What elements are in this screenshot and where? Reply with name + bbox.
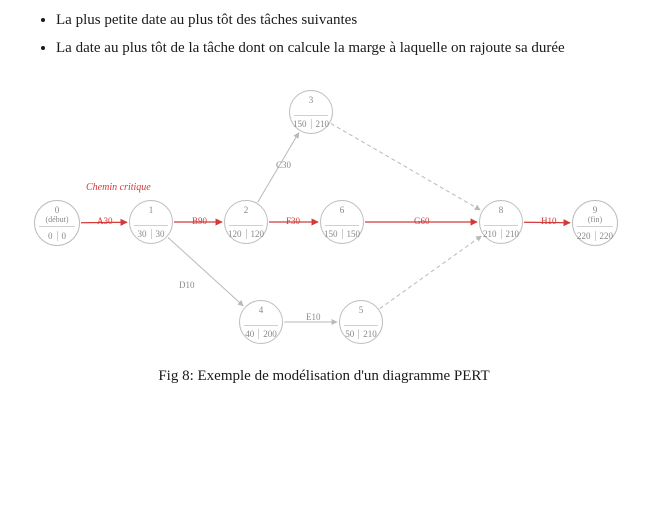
pert-node-es: 50	[345, 329, 354, 339]
pert-node-sep	[57, 231, 58, 241]
pert-node-lf: 120	[251, 229, 265, 239]
pert-node-sep	[342, 229, 343, 239]
bullet-item: La plus petite date au plus tôt des tâch…	[56, 10, 624, 32]
pert-edge-label: G60	[414, 216, 430, 226]
pert-node-id: 1	[130, 205, 172, 215]
pert-node-es: 150	[293, 119, 307, 129]
pert-node-values: 120 120	[225, 229, 267, 239]
pert-node-lf: 0	[62, 231, 67, 241]
pert-node: 2 120 120	[224, 200, 268, 244]
pert-node-sub: (fin)	[573, 215, 617, 224]
pert-edge-label: F30	[286, 216, 300, 226]
pert-node: 1 30 30	[129, 200, 173, 244]
pert-node-es: 150	[324, 229, 338, 239]
pert-node-sep	[258, 329, 259, 339]
pert-node-values: 50 210	[340, 329, 382, 339]
pert-node-divider	[484, 225, 518, 226]
pert-node-values: 00	[35, 231, 79, 241]
pert-node-sep	[151, 229, 152, 239]
pert-node-values: 210 210	[480, 229, 522, 239]
pert-node-lf: 220	[600, 231, 614, 241]
bullet-list: La plus petite date au plus tôt des tâch…	[24, 10, 624, 60]
pert-node-id: 5	[340, 305, 382, 315]
pert-edge-label: A30	[97, 216, 113, 226]
pert-node-lf: 210	[506, 229, 520, 239]
pert-node-divider	[229, 225, 263, 226]
pert-node-sep	[246, 229, 247, 239]
pert-node-id: 8	[480, 205, 522, 215]
pert-node-lf: 200	[263, 329, 277, 339]
pert-node-values: 150 150	[321, 229, 363, 239]
pert-node-divider	[244, 325, 278, 326]
pert-node-es: 210	[483, 229, 497, 239]
pert-edge-label: H10	[541, 216, 557, 226]
pert-node-sep	[501, 229, 502, 239]
pert-node-values: 30 30	[130, 229, 172, 239]
pert-node-es: 120	[228, 229, 242, 239]
pert-node-id: 3	[290, 95, 332, 105]
pert-edge	[380, 235, 482, 308]
pert-node-lf: 150	[347, 229, 361, 239]
bullet-item: La date au plus tôt de la tâche dont on …	[56, 38, 624, 60]
pert-node: 3 150 210	[289, 90, 333, 134]
pert-node: 4 40 200	[239, 300, 283, 344]
pert-node-es: 220	[577, 231, 591, 241]
pert-node-values: 220 220	[573, 231, 617, 241]
pert-node-id: 0	[35, 205, 79, 215]
pert-node-lf: 210	[363, 329, 377, 339]
pert-edge-label: C30	[276, 160, 291, 170]
pert-node-es: 0	[48, 231, 53, 241]
pert-node-id: 9	[573, 205, 617, 215]
pert-node-sep	[595, 231, 596, 241]
pert-edge	[331, 123, 480, 209]
pert-node-divider	[134, 225, 168, 226]
pert-node-divider	[344, 325, 378, 326]
pert-node: 5 50 210	[339, 300, 383, 344]
critical-path-label: Chemin critique	[86, 182, 151, 193]
pert-node: 8 210 210	[479, 200, 523, 244]
pert-node-sep	[358, 329, 359, 339]
pert-node-lf: 30	[156, 229, 165, 239]
pert-edge-label: B90	[192, 216, 207, 226]
pert-node-es: 30	[138, 229, 147, 239]
pert-node-id: 4	[240, 305, 282, 315]
pert-edge-label: E10	[306, 312, 321, 322]
pert-node-lf: 210	[316, 119, 330, 129]
figure-caption: Fig 8: Exemple de modélisation d'un diag…	[24, 368, 624, 385]
pert-node-values: 150 210	[290, 119, 332, 129]
pert-diagram: Chemin critique 0(début)0013030212012031…	[24, 70, 624, 360]
pert-node: 9(fin) 220 220	[572, 200, 618, 246]
pert-node-divider	[39, 226, 75, 227]
pert-node-divider	[325, 225, 359, 226]
pert-node: 6 150 150	[320, 200, 364, 244]
pert-node-es: 40	[245, 329, 254, 339]
pert-node-sep	[311, 119, 312, 129]
pert-node-values: 40 200	[240, 329, 282, 339]
page-root: La plus petite date au plus tôt des tâch…	[0, 0, 648, 525]
body-text: La plus petite date au plus tôt des tâch…	[24, 10, 624, 60]
pert-edge-label: D10	[179, 280, 195, 290]
pert-node: 0(début)00	[34, 200, 80, 246]
pert-node-divider	[577, 226, 613, 227]
pert-node-divider	[294, 115, 328, 116]
pert-edge	[168, 237, 243, 305]
pert-node-sub: (début)	[35, 215, 79, 224]
pert-node-id: 2	[225, 205, 267, 215]
pert-node-id: 6	[321, 205, 363, 215]
